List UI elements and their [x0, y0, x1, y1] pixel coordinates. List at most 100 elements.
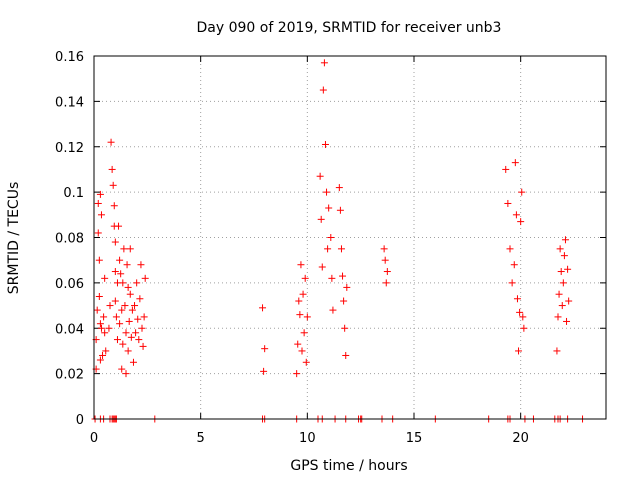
data-point: [120, 245, 128, 253]
x-tick-label: 15: [406, 431, 423, 446]
data-point: [140, 313, 148, 321]
data-point: [516, 308, 524, 316]
data-point: [137, 261, 145, 269]
data-point: [128, 306, 136, 314]
data-point: [116, 320, 124, 328]
data-point: [316, 172, 324, 180]
data-point: [109, 181, 117, 189]
data-point: [381, 256, 389, 264]
data-point: [96, 190, 104, 198]
data-point: [519, 313, 527, 321]
data-point: [117, 270, 125, 278]
chart-title: Day 090 of 2019, SRMTID for receiver unb…: [197, 20, 502, 36]
data-point: [513, 295, 521, 303]
data-point: [558, 302, 566, 310]
data-point: [557, 268, 565, 276]
data-point: [383, 268, 391, 276]
data-point: [138, 324, 146, 332]
data-point: [563, 317, 571, 325]
data-point: [134, 315, 142, 323]
data-point: [132, 329, 140, 337]
data-point: [102, 347, 110, 355]
data-point: [93, 306, 101, 314]
data-point: [115, 222, 123, 230]
x-tick-label: 5: [197, 431, 205, 446]
y-tick-label: 0.12: [55, 141, 84, 156]
data-point: [506, 245, 514, 253]
data-point: [556, 245, 564, 253]
data-point: [97, 324, 105, 332]
data-point: [340, 297, 348, 305]
data-point: [319, 86, 327, 94]
y-tick-label: 0.14: [55, 95, 84, 110]
data-points: [91, 59, 587, 423]
data-point: [124, 347, 132, 355]
data-point: [259, 304, 267, 312]
data-point: [295, 297, 303, 305]
data-point: [559, 279, 567, 287]
data-point: [341, 324, 349, 332]
data-point: [97, 211, 105, 219]
data-point: [318, 263, 326, 271]
y-tick-label: 0: [76, 413, 84, 428]
data-point: [320, 59, 328, 67]
data-point: [327, 234, 335, 241]
y-tick-label: 0.02: [55, 368, 84, 383]
data-point: [123, 261, 131, 269]
data-point: [94, 199, 102, 207]
data-point: [126, 245, 134, 253]
data-point: [502, 165, 510, 173]
data-point: [99, 351, 107, 359]
y-tick-label: 0.08: [55, 232, 84, 247]
data-point: [323, 188, 331, 196]
data-point: [324, 245, 332, 253]
x-tick-label: 10: [299, 431, 316, 446]
data-point: [100, 313, 108, 321]
data-point: [328, 274, 336, 282]
data-point: [94, 229, 102, 237]
y-tick-label: 0.1: [63, 186, 84, 201]
data-point: [520, 324, 528, 332]
data-point: [561, 236, 569, 244]
data-point: [565, 297, 573, 305]
x-tick-label: 0: [90, 431, 98, 446]
data-point: [301, 274, 309, 282]
data-point: [105, 324, 113, 332]
data-point: [564, 265, 572, 273]
y-axis-label: SRMTID / TECUs: [6, 182, 22, 295]
data-point: [96, 320, 104, 328]
data-point: [95, 292, 103, 300]
data-point: [135, 336, 143, 344]
data-point: [325, 204, 333, 212]
data-point: [299, 290, 307, 298]
data-point: [380, 245, 388, 253]
data-point: [118, 365, 126, 373]
data-point: [96, 356, 104, 364]
data-point: [107, 138, 115, 146]
data-point: [293, 370, 301, 378]
x-axis-label: GPS time / hours: [290, 458, 407, 474]
data-point: [504, 199, 512, 207]
data-point: [302, 358, 310, 366]
data-point: [141, 274, 149, 282]
data-point: [337, 245, 345, 253]
data-point: [294, 340, 302, 348]
data-point: [382, 279, 390, 287]
data-point: [126, 290, 134, 298]
x-tick-label: 20: [512, 431, 529, 446]
data-point: [511, 159, 519, 167]
data-point: [111, 297, 119, 305]
data-point: [297, 261, 305, 269]
data-point: [317, 215, 325, 223]
data-point: [122, 329, 130, 337]
data-point: [121, 302, 129, 310]
data-point: [127, 333, 135, 341]
grid-lines: [94, 56, 606, 419]
data-point: [113, 336, 121, 344]
data-point: [118, 306, 126, 314]
data-point: [329, 306, 337, 314]
data-point: [112, 313, 120, 321]
data-point: [298, 347, 306, 355]
data-point: [512, 211, 520, 219]
data-point: [342, 351, 350, 359]
